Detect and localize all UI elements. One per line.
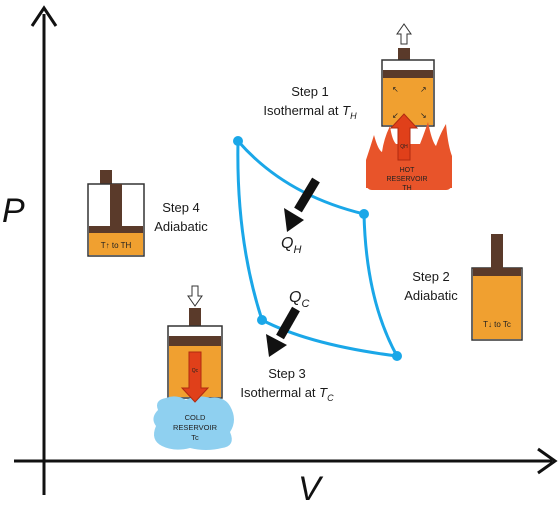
- cold-reservoir-line3: Tc: [191, 433, 199, 442]
- piston-step1-arrow-label: QH: [400, 144, 408, 150]
- cycle-step1-isotherm: [236, 140, 365, 216]
- qh-arrow: [284, 177, 320, 232]
- cycle-vertex: [257, 315, 267, 325]
- piston-step3: Qc COLD RESERVOIR Tc: [153, 285, 234, 450]
- piston-step4-text: T↑ to TH: [101, 241, 132, 250]
- cycle-vertex: [359, 209, 369, 219]
- hot-red-arrow: [389, 113, 419, 161]
- svg-text:Step 4: Step 4: [162, 200, 200, 215]
- svg-text:↗: ↗: [420, 85, 427, 94]
- cycle-vertex: [233, 136, 243, 146]
- svg-text:Step 2: Step 2: [412, 269, 450, 284]
- axes: P V: [2, 5, 558, 508]
- cycle-step2-adiabat: [362, 213, 399, 357]
- y-axis-arrowhead: [30, 5, 58, 27]
- hot-reservoir-line3: TH: [402, 185, 411, 192]
- cold-reservoir-line1: COLD: [185, 413, 206, 422]
- svg-text:↘: ↘: [420, 111, 427, 120]
- down-outline-arrow: [187, 285, 203, 307]
- step2-label: Step 2 Adiabatic: [404, 269, 458, 303]
- step1-label: Step 1 Isothermal at TH: [263, 84, 357, 121]
- piston-step1: ↖ ↗ ↙ ↘ QH HOT RESERVOIR TH: [366, 23, 452, 192]
- cold-reservoir-line2: RESERVOIR: [173, 423, 218, 432]
- cold-red-arrow: [180, 351, 210, 403]
- qc-label: QC: [289, 289, 309, 310]
- cycle-step4-adiabat: [236, 140, 264, 321]
- svg-text:Step 3: Step 3: [268, 366, 306, 381]
- qh-label: QH: [281, 235, 301, 256]
- up-outline-arrow: [396, 23, 412, 45]
- qc-arrow: [266, 306, 300, 357]
- svg-text:Step 1: Step 1: [291, 84, 329, 99]
- piston-step2-text: T↓ to Tc: [483, 320, 511, 329]
- svg-text:↙: ↙: [392, 111, 399, 120]
- piston-step4: T↑ to TH: [87, 170, 145, 257]
- cycle-step3-isotherm: [261, 318, 398, 358]
- svg-text:Isothermal at TC: Isothermal at TC: [240, 385, 334, 403]
- svg-text:Isothermal at TH: Isothermal at TH: [263, 103, 357, 121]
- step4-label: Step 4 Adiabatic: [154, 200, 208, 234]
- y-axis-label: P: [2, 192, 25, 230]
- cold-reservoir-ice: [153, 396, 234, 450]
- svg-text:Adiabatic: Adiabatic: [404, 288, 458, 303]
- step3-label: Step 3 Isothermal at TC: [240, 366, 334, 403]
- svg-text:↖: ↖: [392, 85, 399, 94]
- x-axis-label: V: [298, 470, 324, 508]
- hot-reservoir-line1: HOT: [400, 167, 416, 174]
- cycle-vertex: [392, 351, 402, 361]
- hot-reservoir-line2: RESERVOIR: [386, 176, 427, 183]
- carnot-cycle: [233, 136, 402, 361]
- x-axis-arrowhead: [537, 447, 558, 475]
- piston-step3-arrow-label: Qc: [192, 368, 199, 374]
- svg-text:Adiabatic: Adiabatic: [154, 219, 208, 234]
- piston-step2: T↓ to Tc: [471, 234, 523, 341]
